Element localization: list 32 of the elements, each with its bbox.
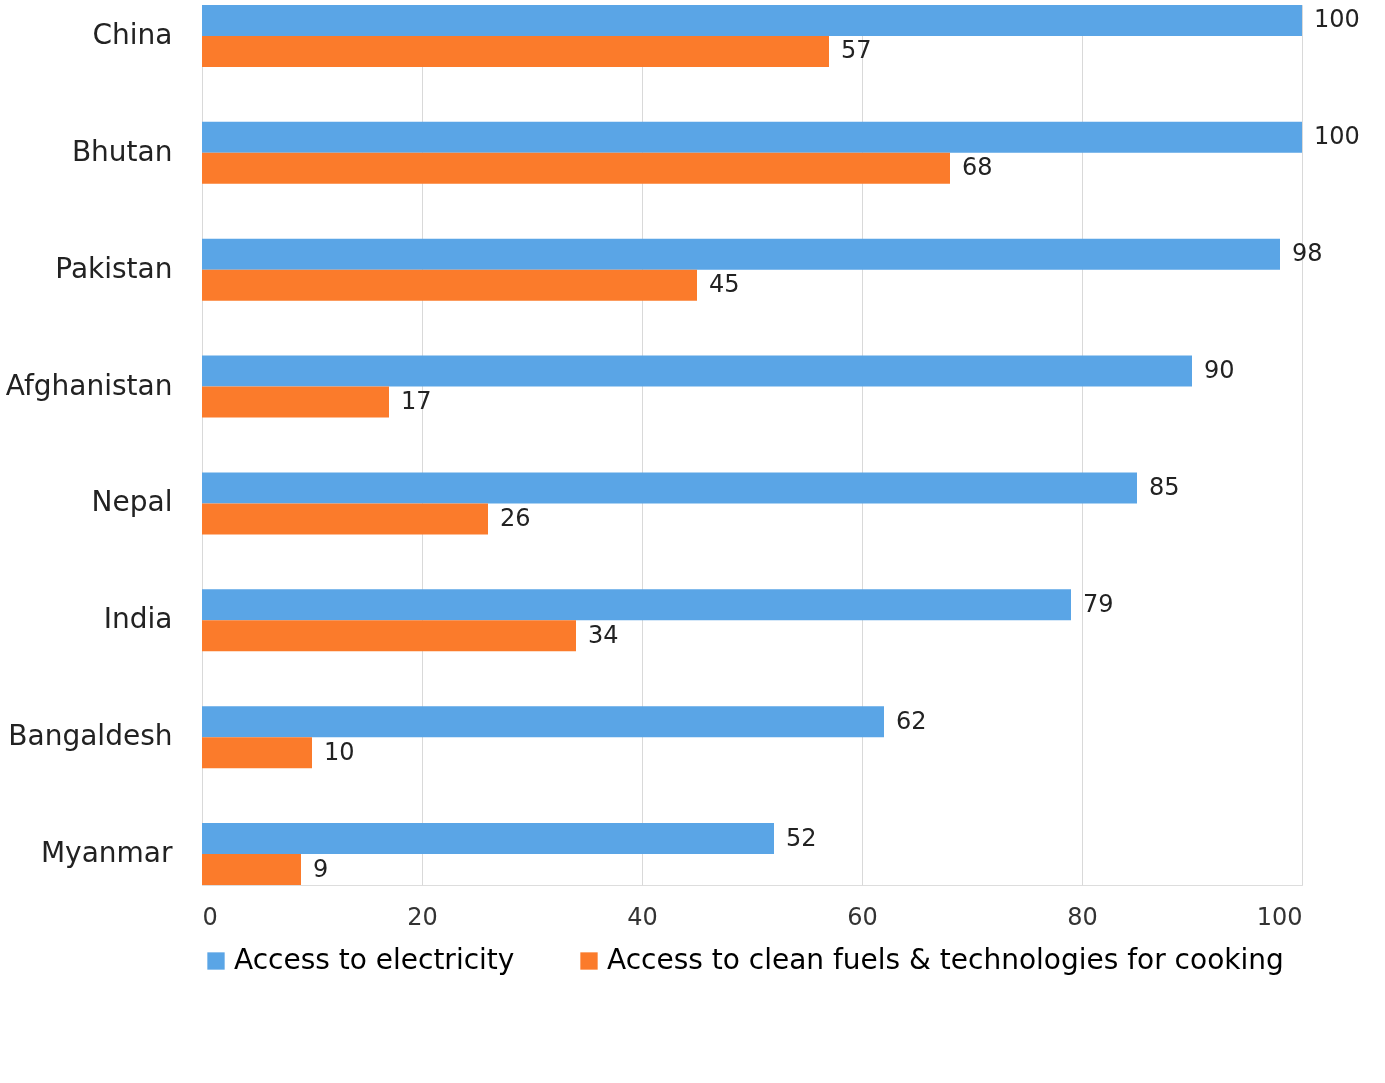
data-label: 26 [500, 503, 531, 532]
data-label: 45 [709, 270, 740, 299]
data-label: 68 [962, 153, 993, 182]
data-label: 52 [786, 823, 817, 852]
x-tick-label: 20 [407, 902, 438, 931]
data-label: 98 [1292, 239, 1323, 268]
y-tick-label: Nepal [91, 485, 173, 519]
x-tick-label: 60 [847, 902, 878, 931]
data-label: 62 [896, 706, 927, 735]
data-label: 57 [841, 36, 872, 65]
data-label: 9 [313, 854, 329, 883]
x-tick-label: 80 [1067, 902, 1098, 931]
y-tick-label: Bangaldesh [8, 719, 173, 753]
data-label: 85 [1149, 472, 1180, 501]
y-tick-label: Myanmar [40, 836, 173, 870]
y-tick-label: Bhutan [71, 134, 173, 168]
legend-label: Access to electricity [234, 943, 515, 976]
data-label: 90 [1204, 356, 1235, 385]
data-label: 100 [1314, 5, 1360, 34]
data-label: 17 [401, 387, 432, 416]
x-tick-label: 100 [1256, 902, 1303, 931]
y-tick-label: India [103, 602, 173, 636]
y-tick-label: China [92, 17, 173, 51]
data-label: 10 [324, 737, 355, 766]
legend-label: Access to clean fuels & technologies for cooking [607, 943, 1284, 976]
data-label: 79 [1083, 589, 1114, 618]
x-tick-label: 40 [627, 902, 658, 931]
data-label: 34 [588, 620, 619, 649]
y-tick-label: Afghanistan [5, 368, 173, 402]
y-tick-label: Pakistan [55, 251, 173, 285]
data-label: 100 [1314, 122, 1360, 151]
x-tick-label: 0 [202, 902, 218, 931]
